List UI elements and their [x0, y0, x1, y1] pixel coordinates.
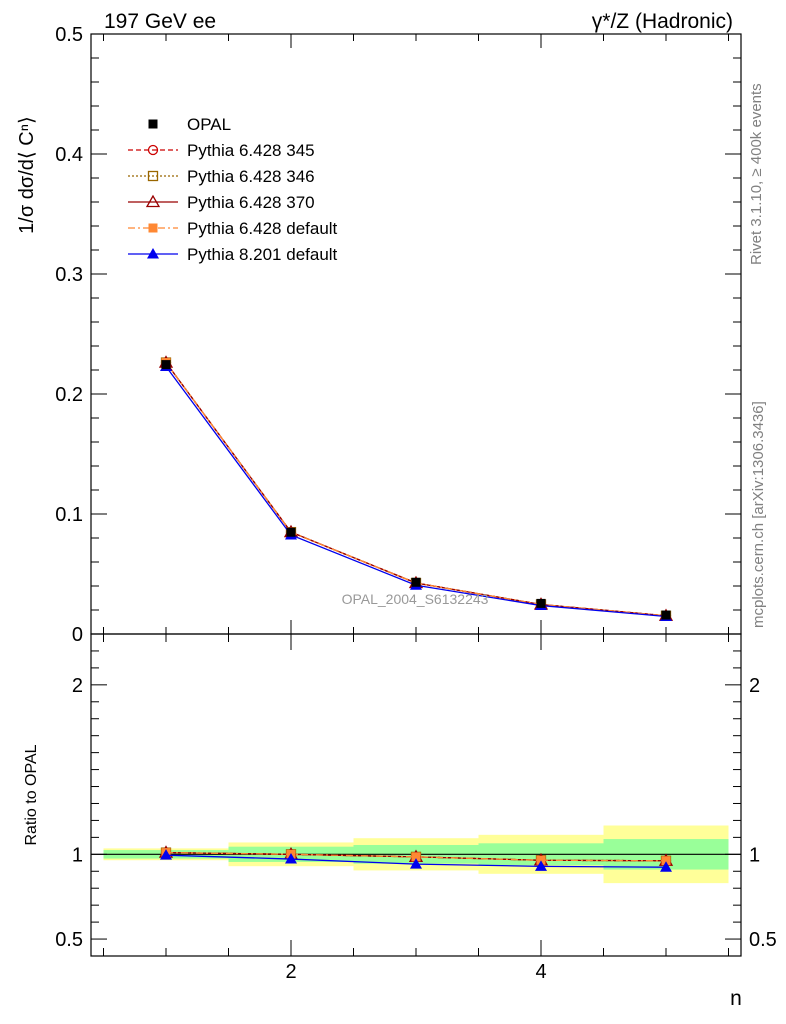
main-point-data-1	[161, 360, 171, 370]
main-series-group	[158, 355, 674, 621]
legend-item-p6def: Pythia 6.428 default	[128, 219, 338, 238]
ratio-y-axis-label: Ratio to OPAL	[23, 744, 40, 845]
x-tick-label: 4	[535, 961, 546, 983]
legend-marker-p346	[147, 170, 159, 182]
main-y-tick-label: 0.2	[55, 384, 83, 406]
legend-label-p346: Pythia 6.428 346	[187, 167, 315, 186]
main-y-tick-label: 0	[72, 624, 83, 646]
legend-marker-p6def	[148, 223, 158, 233]
legend-item-p8def: Pythia 8.201 default	[128, 245, 338, 264]
ratio-point-p8def-4	[535, 860, 547, 871]
main-series-data	[161, 360, 671, 620]
ratio-point-p6def-4	[536, 855, 546, 865]
ratio-y-tick-label-right: 2	[749, 675, 760, 697]
header-left-label: 197 GeV ee	[104, 10, 216, 33]
ratio-panel: 0.5 0.5 1 1 2 2 2 4 Ratio to OPAL n	[23, 633, 777, 1010]
main-y-tick-label: 0.1	[55, 504, 83, 526]
header-right-label: γ*/Z (Hadronic)	[592, 10, 733, 33]
ratio-point-p6def-3	[411, 852, 421, 862]
main-panel: 0 0.1 0.2 0.3 0.4 0.5 1/σ dσ/d⟨ Cⁿ⟩ OPAL_2004…	[16, 24, 742, 646]
legend-marker-p345	[147, 144, 159, 156]
ratio-point-p8def-2	[285, 853, 297, 864]
rivet-version-label: Rivet 3.1.10, ≥ 400k events	[748, 83, 765, 265]
legend-label-p370: Pythia 6.428 370	[187, 193, 315, 212]
ratio-point-p6def-5	[661, 856, 671, 866]
main-y-axis-label: 1/σ dσ/d⟨ Cⁿ⟩	[16, 116, 38, 234]
ratio-point-p8def-1	[160, 849, 172, 860]
main-y-tick-label: 0.3	[55, 264, 83, 286]
x-axis-label: n	[730, 987, 742, 1010]
main-point-data-5	[661, 610, 671, 620]
legend-item-p370: Pythia 6.428 370	[128, 193, 315, 212]
legend-marker-p370	[145, 194, 161, 208]
main-ticks: 0 0.1 0.2 0.3 0.4 0.5	[55, 24, 741, 646]
legend-item-data: OPAL	[148, 115, 231, 134]
ratio-series-group	[158, 845, 674, 872]
analysis-watermark: OPAL_2004_S6132243	[342, 591, 489, 607]
ratio-y-tick-label-right: 0.5	[749, 929, 777, 951]
ratio-point-p8def-5	[660, 861, 672, 872]
legend-marker-data	[148, 119, 158, 129]
legend-label-p6def: Pythia 6.428 default	[187, 219, 338, 238]
ratio-point-p8def-3	[410, 858, 422, 869]
main-point-data-4	[536, 598, 546, 608]
ratio-y-tick-label: 2	[72, 675, 83, 697]
ratio-frame	[90, 633, 742, 957]
ratio-series-p8def	[160, 849, 672, 872]
ratio-y-tick-label: 0.5	[55, 929, 83, 951]
legend: OPAL Pythia 6.428 345 Pythia 6.428 346 Pyth…	[128, 115, 338, 264]
legend-marker-p8def	[147, 248, 159, 259]
main-y-tick-label: 0.4	[55, 144, 83, 166]
main-point-data-2	[286, 527, 296, 537]
mcplots-label: mcplots.cern.ch [arXiv:1306.3436]	[750, 401, 767, 628]
legend-label-data: OPAL	[187, 115, 231, 134]
legend-item-p345: Pythia 6.428 345	[128, 141, 315, 160]
main-point-data-3	[411, 577, 421, 587]
legend-item-p346: Pythia 6.428 346	[128, 167, 315, 186]
ratio-y-tick-label: 1	[72, 844, 83, 866]
ratio-ticks: 0.5 0.5 1 1 2 2 2 4	[55, 634, 777, 983]
main-y-tick-label: 0.5	[55, 24, 83, 46]
legend-label-p8def: Pythia 8.201 default	[187, 245, 338, 264]
x-tick-label: 2	[285, 961, 296, 983]
legend-label-p345: Pythia 6.428 345	[187, 141, 315, 160]
ratio-y-tick-label-right: 1	[749, 844, 760, 866]
